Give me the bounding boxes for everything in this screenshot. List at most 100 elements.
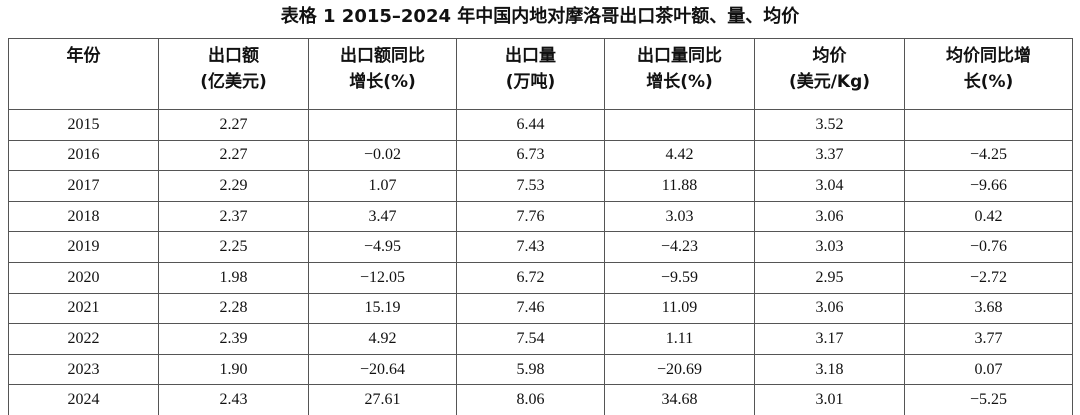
cell-text: 2.25 [219, 238, 248, 256]
table-cell: 27.61 [308, 384, 457, 415]
cell-text: −4.95 [363, 238, 402, 256]
cell-text: 3.68 [974, 299, 1003, 317]
table-row: 2021 2.28 15.19 7.46 11.09 3.06 3.68 [8, 292, 1073, 325]
cell-text: 2023 [67, 360, 100, 378]
cell-text: 3.03 [665, 207, 694, 225]
table-cell: 2018 [8, 200, 159, 233]
table-cell: 2016 [8, 139, 159, 172]
cell-text: 3.17 [815, 329, 844, 347]
cell-text: 8.06 [516, 391, 545, 409]
cell-text: 3.52 [815, 115, 844, 133]
cell-text: 3.06 [815, 299, 844, 317]
table-cell: 3.52 [754, 109, 905, 141]
table-cell: 6.72 [456, 261, 605, 294]
cell-text: 3.18 [815, 360, 844, 378]
table-cell: 2023 [8, 353, 159, 386]
header-text: 长(%) [963, 72, 1014, 92]
table-cell: 1.07 [308, 170, 457, 202]
cell-text: −4.25 [969, 146, 1008, 164]
table-cell: 2.27 [158, 109, 309, 141]
table-cell: 3.03 [754, 231, 905, 263]
table-cell: 5.98 [456, 353, 605, 386]
cell-text: 15.19 [364, 299, 401, 317]
table-cell: 4.42 [604, 139, 755, 172]
cell-text: 0.07 [974, 360, 1003, 378]
table-title: 表格 1 2015–2024 年中国内地对摩洛哥出口茶叶额、量、均价 [280, 6, 800, 27]
table-cell: 0.42 [904, 200, 1073, 233]
cell-text: 2.37 [219, 207, 248, 225]
header-cell: 出口额 (亿美元) [158, 38, 309, 110]
cell-text: −5.25 [969, 391, 1008, 409]
cell-text: 11.88 [661, 176, 698, 194]
header-text: (亿美元) [200, 72, 267, 92]
table-cell: 15.19 [308, 292, 457, 325]
table-cell: 3.47 [308, 200, 457, 233]
cell-text: 6.72 [516, 268, 545, 286]
table-cell: −4.25 [904, 139, 1073, 172]
table-cell: 7.54 [456, 323, 605, 355]
table-row: 2019 2.25 −4.95 7.43 −4.23 3.03 −0.76 [8, 231, 1073, 263]
table-cell: 2021 [8, 292, 159, 325]
table-cell: 2022 [8, 323, 159, 355]
cell-text: −2.72 [969, 268, 1008, 286]
table-cell: 6.44 [456, 109, 605, 141]
table-cell: 3.06 [754, 200, 905, 233]
table-cell: 11.09 [604, 292, 755, 325]
table-row: 2024 2.43 27.61 8.06 34.68 3.01 −5.25 [8, 384, 1073, 415]
cell-text: 2020 [67, 268, 100, 286]
cell-text: 2.28 [219, 299, 248, 317]
cell-text: −12.05 [359, 268, 406, 286]
cell-text: 2.27 [219, 146, 248, 164]
table-cell: 2.28 [158, 292, 309, 325]
cell-text: −9.59 [660, 268, 699, 286]
table-cell: −4.23 [604, 231, 755, 263]
header-text: 出口额 [208, 46, 259, 66]
cell-text: 2.43 [219, 391, 248, 409]
cell-text: 1.07 [368, 176, 397, 194]
cell-text: 2.95 [815, 268, 844, 286]
cell-text: 7.54 [516, 329, 545, 347]
table-cell [904, 109, 1073, 141]
table-cell: 8.06 [456, 384, 605, 415]
table-row: 2016 2.27 −0.02 6.73 4.42 3.37 −4.25 [8, 139, 1073, 172]
table-cell: 2.95 [754, 261, 905, 294]
cell-text: −0.02 [363, 146, 402, 164]
cell-text: 1.98 [219, 268, 248, 286]
table-cell [308, 109, 457, 141]
cell-text: 6.44 [516, 115, 545, 133]
header-cell: 出口量 (万吨) [456, 38, 605, 110]
cell-text: 2018 [67, 207, 100, 225]
table-row: 2023 1.90 −20.64 5.98 −20.69 3.18 0.07 [8, 353, 1073, 386]
table-cell: 1.90 [158, 353, 309, 386]
table-cell: −0.02 [308, 139, 457, 172]
table-cell: 3.37 [754, 139, 905, 172]
table-cell: 2024 [8, 384, 159, 415]
table-cell: 2017 [8, 170, 159, 202]
data-table: 年份 出口额 (亿美元) 出口额同比 增长(%) 出口量 (万吨) 出口量同比 增长(%) 均价 (… [8, 38, 1073, 415]
table-cell: 3.17 [754, 323, 905, 355]
cell-text: 3.77 [974, 329, 1003, 347]
cell-text: 2017 [67, 176, 100, 194]
header-text: 出口量 [505, 46, 556, 66]
header-cell: 均价同比增 长(%) [904, 38, 1073, 110]
cell-text: 7.76 [516, 207, 545, 225]
cell-text: 2.29 [219, 176, 248, 194]
cell-text: 2015 [67, 115, 100, 133]
cell-text: 3.04 [815, 176, 844, 194]
cell-text: 3.47 [368, 207, 397, 225]
table-cell: −2.72 [904, 261, 1073, 294]
table-cell: 3.03 [604, 200, 755, 233]
table-row: 2015 2.27 6.44 3.52 [8, 109, 1073, 141]
cell-text: 0.42 [974, 207, 1003, 225]
table-cell: 2.43 [158, 384, 309, 415]
table-row: 2018 2.37 3.47 7.76 3.03 3.06 0.42 [8, 200, 1073, 233]
cell-text: 6.73 [516, 146, 545, 164]
cell-text: 7.53 [516, 176, 545, 194]
table-cell: 3.77 [904, 323, 1073, 355]
cell-text: 1.90 [219, 360, 248, 378]
table-cell: 3.68 [904, 292, 1073, 325]
table-cell: 1.11 [604, 323, 755, 355]
header-row: 年份 出口额 (亿美元) 出口额同比 增长(%) 出口量 (万吨) 出口量同比 增长(%) 均价 (… [8, 38, 1073, 110]
cell-text: 2.27 [219, 115, 248, 133]
